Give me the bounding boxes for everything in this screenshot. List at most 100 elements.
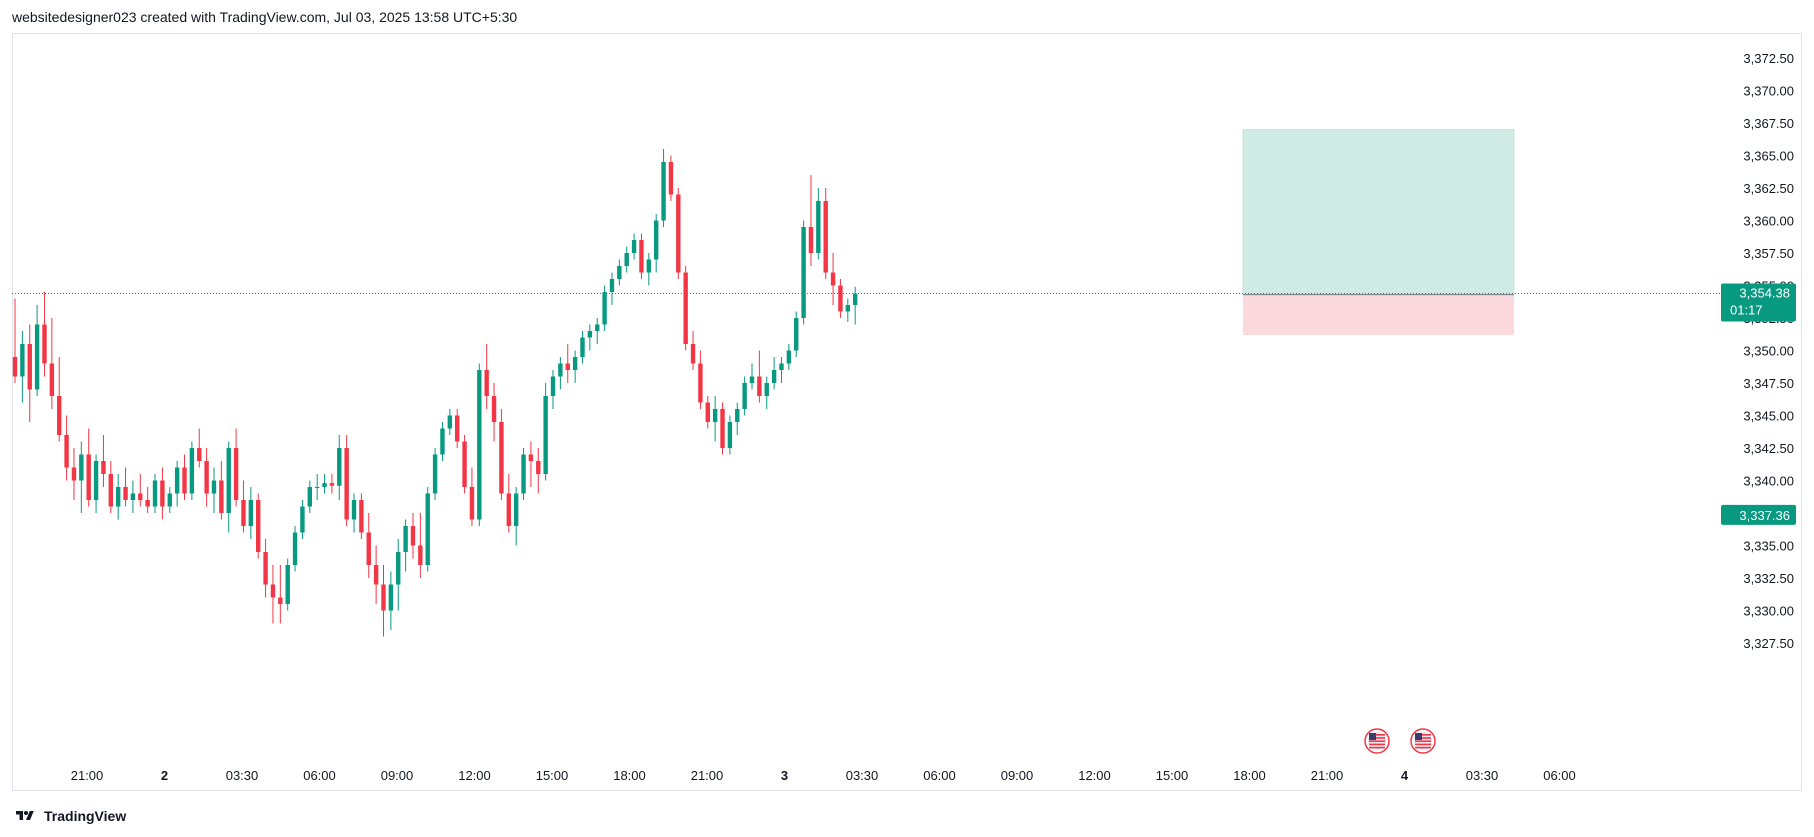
candle	[742, 376, 747, 416]
candle	[536, 448, 541, 494]
candle	[558, 357, 563, 390]
stop-zone[interactable]	[1243, 294, 1514, 335]
time-tick-label: 03:30	[226, 768, 259, 783]
time-axis[interactable]: 21:00 2 03:30 06:00 09:00 12:00 15:00 18:00 21:0…	[71, 768, 1576, 783]
candle	[528, 441, 534, 487]
bar-countdown: 01:17	[1730, 303, 1763, 318]
us-flag-icon[interactable]	[1364, 728, 1390, 754]
candle	[477, 363, 482, 526]
time-tick-label: 21:00	[71, 768, 104, 783]
price-tick-label: 3,362.50	[1743, 181, 1794, 196]
long-position-tool[interactable]	[1242, 129, 1515, 335]
candle	[705, 396, 710, 429]
candle	[86, 428, 91, 507]
candle	[690, 331, 696, 370]
candle	[42, 292, 47, 377]
candle	[130, 480, 136, 513]
price-chart[interactable]: 3,372.50 3,370.00 3,367.50 3,365.00 3,362.50…	[0, 0, 1814, 800]
time-tick-label: 03:30	[846, 768, 879, 783]
candle	[396, 539, 401, 611]
candle	[771, 357, 777, 390]
price-tick-label: 3,330.00	[1743, 604, 1794, 619]
time-tick-label: 09:00	[381, 768, 414, 783]
economic-events[interactable]	[1364, 728, 1436, 754]
candle	[115, 474, 121, 520]
candle	[683, 266, 688, 351]
candle	[359, 493, 364, 539]
candle	[469, 467, 475, 526]
candle	[329, 474, 335, 494]
price-tick-label: 3,357.50	[1743, 246, 1794, 261]
candle	[138, 474, 143, 507]
candle	[182, 454, 187, 500]
candle	[624, 246, 629, 273]
candle	[403, 519, 408, 572]
candle	[57, 357, 62, 442]
candle	[432, 448, 438, 500]
candle	[852, 286, 858, 325]
candle	[226, 441, 231, 533]
time-tick-label: 21:00	[1311, 768, 1344, 783]
candle	[152, 474, 158, 513]
candle	[749, 363, 755, 390]
candle	[521, 448, 526, 500]
candle	[292, 526, 298, 572]
candle	[204, 448, 209, 507]
candle	[565, 344, 570, 383]
candle	[381, 565, 386, 637]
time-tick-label: 06:00	[303, 768, 336, 783]
time-tick-label: 4	[1401, 768, 1409, 783]
candle	[167, 487, 172, 513]
candle	[794, 311, 799, 357]
candle	[816, 188, 821, 260]
candle	[101, 435, 106, 487]
candle	[307, 480, 312, 513]
price-labels: 3,354.38 01:17 3,337.36	[1721, 283, 1796, 525]
candle	[779, 357, 784, 383]
candle	[410, 513, 416, 559]
candle	[602, 285, 607, 331]
candle	[720, 402, 725, 455]
price-tick-label: 3,327.50	[1743, 636, 1794, 651]
candle	[79, 441, 84, 513]
candle	[314, 474, 320, 500]
candle	[49, 318, 55, 409]
price-tick-label: 3,342.50	[1743, 441, 1794, 456]
candle	[256, 493, 261, 559]
candle	[71, 448, 77, 500]
candle	[506, 474, 511, 533]
candle	[278, 565, 283, 624]
candle	[595, 318, 600, 344]
time-tick-label: 3	[781, 768, 788, 783]
time-tick-label: 15:00	[1156, 768, 1189, 783]
candle	[20, 331, 25, 403]
candle	[197, 428, 202, 468]
candle	[698, 350, 703, 409]
time-tick-label: 12:00	[458, 768, 491, 783]
tradingview-brand-text: TradingView	[44, 808, 127, 824]
candle	[270, 565, 276, 624]
tradingview-logo[interactable]: TradingView	[12, 806, 126, 826]
candle	[764, 376, 769, 409]
candle	[808, 175, 814, 266]
marked-price-label: 3,337.36	[1721, 504, 1796, 525]
candle	[668, 155, 674, 201]
candle	[447, 409, 453, 435]
candle	[631, 233, 637, 260]
price-tick-label: 3,367.50	[1743, 116, 1794, 131]
candle	[351, 493, 357, 533]
price-axis[interactable]: 3,372.50 3,370.00 3,367.50 3,365.00 3,362.50…	[1743, 51, 1794, 651]
candle	[388, 571, 394, 630]
candle	[617, 259, 622, 286]
marked-price-value: 3,337.36	[1739, 508, 1790, 523]
candle	[211, 467, 217, 513]
candle	[263, 539, 268, 598]
candle	[373, 545, 379, 604]
target-zone[interactable]	[1242, 129, 1515, 295]
candle	[322, 474, 327, 494]
chart-attribution: websitedesigner023 created with TradingV…	[12, 9, 518, 25]
time-tick-label: 15:00	[536, 768, 569, 783]
time-tick-label: 06:00	[1543, 768, 1576, 783]
us-flag-icon[interactable]	[1410, 728, 1436, 754]
chart-pane[interactable]	[12, 33, 1802, 791]
